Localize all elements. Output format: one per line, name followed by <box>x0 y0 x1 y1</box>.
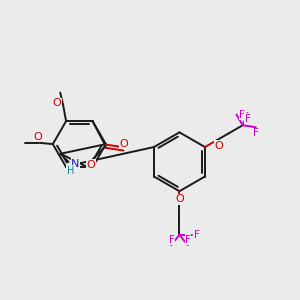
Text: O: O <box>86 160 95 170</box>
Text: F: F <box>185 235 191 245</box>
Text: F: F <box>194 230 200 240</box>
Text: F: F <box>239 110 245 120</box>
Text: O: O <box>34 132 43 142</box>
Text: O: O <box>176 194 184 205</box>
Text: O: O <box>214 141 223 151</box>
Text: H: H <box>67 166 74 176</box>
Text: F: F <box>169 235 174 245</box>
Text: O: O <box>52 98 61 109</box>
Text: O: O <box>119 139 128 148</box>
Text: F: F <box>245 114 251 124</box>
Text: N: N <box>71 159 80 169</box>
Text: F: F <box>253 128 259 138</box>
